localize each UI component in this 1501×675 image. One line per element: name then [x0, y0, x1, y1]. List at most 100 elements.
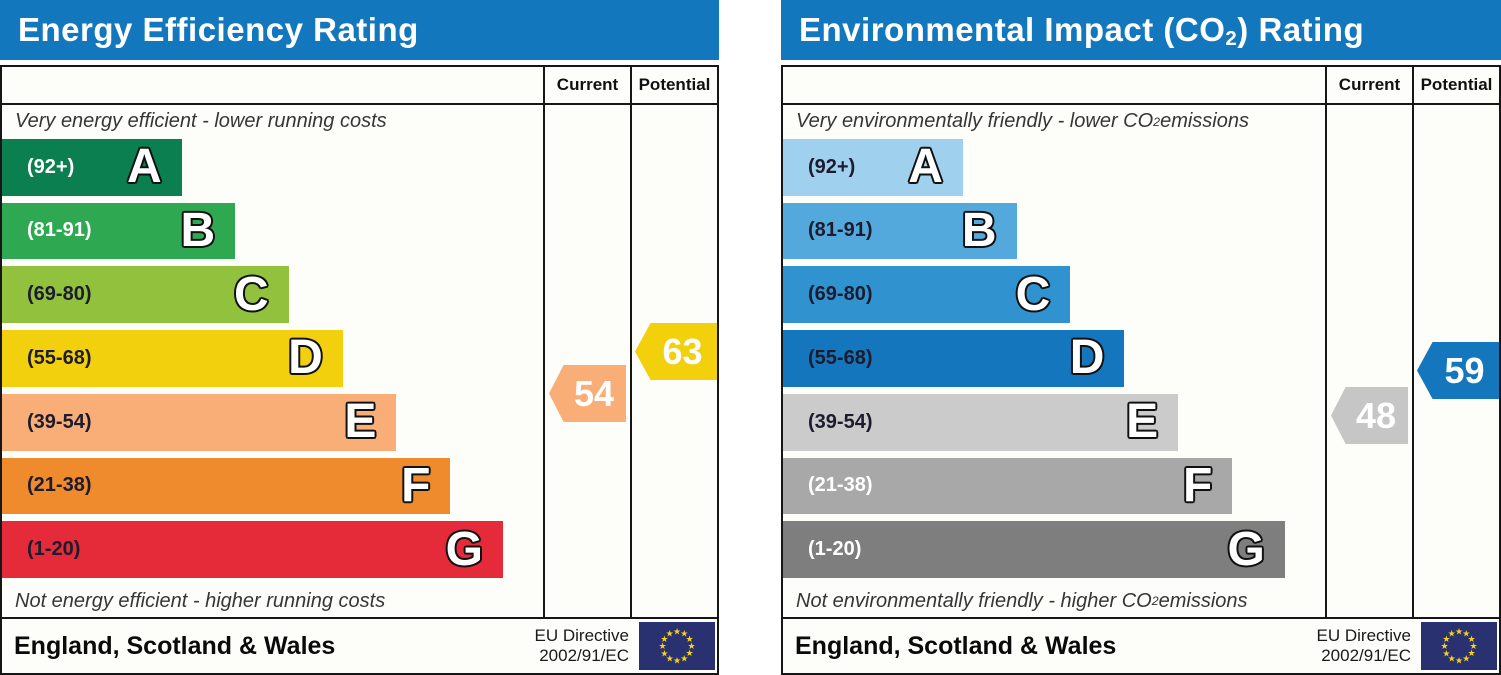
current-column: 54	[543, 105, 630, 617]
table-footer: England, Scotland & Wales EU Directive 2…	[2, 617, 717, 673]
band-row-e: (39-54) E	[2, 393, 543, 451]
band-row-d: (55-68) D	[783, 330, 1325, 387]
caption-text: Very energy efficient - lower running co…	[15, 110, 387, 133]
band-bar-b: (81-91) B	[783, 202, 1017, 260]
svg-text:★: ★	[666, 654, 674, 664]
table-body: Very energy efficient - lower running co…	[2, 105, 717, 617]
band-bar-a: (92+) A	[2, 138, 182, 196]
band-row-e: (39-54) E	[783, 393, 1325, 451]
band-bar-e: (39-54) E	[783, 393, 1179, 451]
band-range-label: (21-38)	[27, 474, 92, 497]
band-bar-c: (69-80) C	[783, 266, 1071, 324]
band-bar-g: (1-20) G	[783, 521, 1285, 579]
eu-flag-icon: ★ ★★★★★★★★★★★	[1421, 622, 1497, 670]
band-letter: G	[1227, 522, 1265, 576]
table-footer: England, Scotland & Wales EU Directive 2…	[783, 617, 1499, 673]
rating-table: Current Potential Very environmentally f…	[781, 65, 1501, 675]
band-bar-f: (21-38) F	[2, 457, 451, 515]
bands-column: Very energy efficient - lower running co…	[2, 105, 543, 617]
bands-column: Very environmentally friendly - lower CO…	[783, 105, 1325, 617]
band-bar-b: (81-91) B	[2, 202, 236, 260]
svg-text:★: ★	[660, 648, 668, 658]
caption-text: Not energy efficient - higher running co…	[15, 589, 386, 612]
svg-text:★: ★	[1468, 648, 1476, 658]
bottom-caption: Not energy efficient - higher running co…	[2, 585, 543, 617]
bottom-caption: Not environmentally friendly - higher CO…	[783, 585, 1325, 617]
top-caption: Very environmentally friendly - lower CO…	[783, 105, 1325, 139]
caption-text: Very environmentally friendly - lower CO	[796, 110, 1154, 133]
potential-column: 63	[630, 105, 717, 617]
band-letter: A	[908, 140, 943, 194]
header-spacer	[783, 67, 1325, 103]
band-row-b: (81-91) B	[2, 202, 543, 260]
svg-text:★: ★	[660, 634, 668, 644]
band-range-label: (39-54)	[27, 410, 92, 433]
svg-text:★: ★	[1462, 654, 1470, 664]
band-row-a: (92+) A	[783, 138, 1325, 196]
band-row-c: (69-80) C	[2, 266, 543, 324]
current-column-header: Current	[1325, 67, 1412, 103]
svg-text:★: ★	[673, 627, 681, 637]
band-range-label: (92+)	[27, 155, 75, 178]
band-range-label: (69-80)	[808, 283, 873, 306]
title-text-suffix: ) Rating	[1237, 11, 1365, 48]
current-rating-value: 54	[573, 372, 615, 414]
svg-text:★: ★	[1442, 648, 1450, 658]
potential-rating-value: 59	[1444, 349, 1485, 391]
eu-directive-label: EU Directive 2002/91/EC	[535, 626, 629, 666]
potential-column-header: Potential	[630, 67, 717, 103]
band-letter: D	[288, 331, 323, 385]
band-letter: E	[1126, 395, 1159, 449]
band-bar-a: (92+) A	[783, 138, 963, 196]
band-row-g: (1-20) G	[783, 521, 1325, 579]
caption-text: Not environmentally friendly - higher CO	[796, 589, 1152, 612]
current-column-header: Current	[543, 67, 630, 103]
svg-text:★: ★	[1442, 634, 1450, 644]
svg-text:★: ★	[680, 654, 688, 664]
svg-text:★: ★	[680, 628, 688, 638]
region-label: England, Scotland & Wales	[14, 631, 336, 660]
environmental-impact-panel: Environmental Impact (CO 2 ) Rating Curren…	[781, 0, 1501, 675]
svg-text:★: ★	[673, 656, 681, 666]
table-header-row: Current Potential	[2, 67, 717, 105]
eu-directive-label: EU Directive 2002/91/EC	[1317, 626, 1411, 666]
caption-text-suffix: emissions	[1160, 110, 1249, 133]
current-column: 48	[1325, 105, 1412, 617]
band-bar-f: (21-38) F	[783, 457, 1233, 515]
table-body: Very environmentally friendly - lower CO…	[783, 105, 1499, 617]
band-bar-c: (69-80) C	[2, 266, 289, 324]
caption-text-suffix: emissions	[1158, 589, 1248, 612]
svg-text:★: ★	[666, 628, 674, 638]
band-letter: F	[401, 458, 431, 512]
potential-column-header: Potential	[1412, 67, 1499, 103]
header-spacer	[2, 67, 543, 103]
panel-title-energy: Energy Efficiency Rating	[0, 0, 719, 60]
band-row-f: (21-38) F	[2, 457, 543, 515]
band-range-label: (21-38)	[808, 474, 873, 497]
current-rating-arrow: 48	[1331, 387, 1408, 444]
band-letter: C	[1015, 267, 1051, 321]
current-rating-value: 48	[1355, 394, 1397, 436]
band-row-d: (55-68) D	[2, 330, 543, 387]
svg-text:★: ★	[1468, 634, 1476, 644]
eu-flag-icon: ★ ★★★★★★★★★★★	[639, 622, 715, 670]
eu-directive-line2: 2002/91/EC	[539, 646, 629, 665]
band-letter: C	[234, 267, 269, 321]
eu-directive-line1: EU Directive	[1316, 625, 1411, 645]
caption-subscript: 2	[1151, 594, 1159, 609]
svg-text:★: ★	[1448, 628, 1456, 638]
band-row-f: (21-38) F	[783, 457, 1325, 515]
band-bar-d: (55-68) D	[783, 330, 1125, 387]
svg-text:★: ★	[686, 634, 694, 644]
caption-subscript: 2	[1153, 114, 1161, 129]
band-range-label: (55-68)	[808, 346, 873, 369]
band-range-label: (1-20)	[27, 538, 81, 561]
svg-text:★: ★	[1455, 656, 1463, 666]
title-text: Environmental Impact (CO	[799, 11, 1226, 48]
svg-text:★: ★	[1440, 641, 1448, 651]
svg-text:★: ★	[1462, 628, 1470, 638]
band-bar-e: (39-54) E	[2, 393, 397, 451]
svg-text:★: ★	[1455, 627, 1463, 637]
svg-text:★: ★	[1448, 654, 1456, 664]
